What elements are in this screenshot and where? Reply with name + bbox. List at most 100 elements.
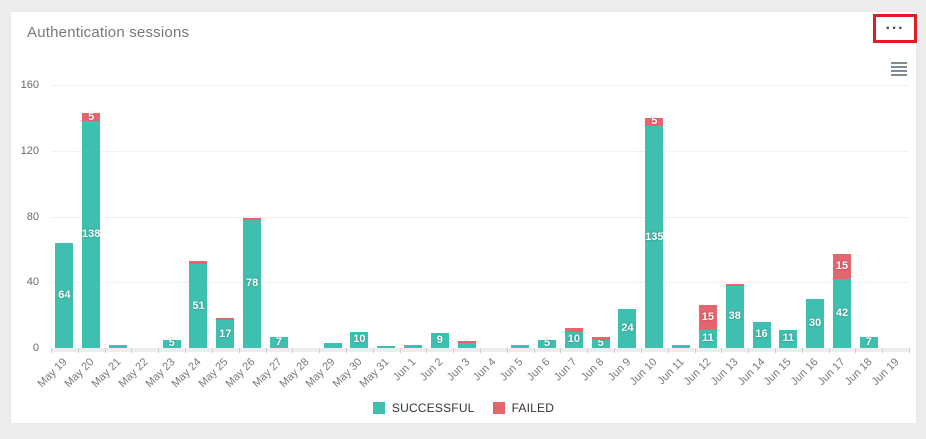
authentication-sessions-card: Authentication sessions ··· 0 40 80 120 160 … [10, 11, 917, 424]
y-tick-label: 160 [20, 79, 39, 91]
bar-segment-failed[interactable] [457, 341, 476, 344]
bar-value-label: 5 [597, 337, 604, 350]
bar-value-label: 10 [353, 333, 366, 346]
x-tick [77, 348, 79, 353]
bar-segment-failed[interactable]: 15 [832, 254, 851, 279]
x-tick [801, 348, 803, 353]
bar-segment-successful[interactable]: 51 [189, 264, 208, 348]
x-tick [882, 348, 884, 353]
legend-item-failed[interactable]: FAILED [492, 401, 555, 415]
bar-segment-successful[interactable]: 9 [430, 333, 449, 348]
x-tick [426, 348, 428, 353]
y-tick-label: 40 [26, 276, 39, 289]
bar-segment-successful[interactable]: 10 [564, 331, 583, 348]
chart-menu-icon[interactable] [891, 62, 907, 78]
y-tick-label: 80 [26, 210, 39, 223]
bar-value-label: 16 [755, 328, 768, 341]
bar-segment-successful[interactable] [403, 344, 422, 348]
x-tick [506, 348, 508, 353]
bar-segment-successful[interactable]: 17 [216, 320, 235, 348]
bar-segment-successful[interactable] [511, 344, 530, 348]
x-tick [640, 348, 642, 353]
bar-segment-successful[interactable] [109, 344, 128, 348]
bar-value-label: 5 [168, 337, 175, 350]
x-tick [399, 348, 401, 353]
bar-value-label: 15 [701, 311, 715, 324]
bar-segment-successful[interactable]: 30 [806, 298, 825, 348]
bar-segment-successful[interactable]: 7 [859, 336, 878, 348]
bar-segment-successful[interactable]: 135 [645, 126, 663, 348]
bar-segment-successful[interactable]: 64 [55, 242, 74, 348]
plot: 64 May 19 138 5 May 20 May 21 May 22 5 May 23 51 M… [36, 75, 910, 390]
more-options-button[interactable]: ··· [876, 17, 914, 40]
x-tick [158, 348, 160, 353]
bar-segment-successful[interactable] [323, 343, 342, 348]
card-title: Authentication sessions [27, 24, 190, 41]
x-tick [748, 348, 750, 353]
bar-segment-successful[interactable]: 5 [162, 337, 181, 350]
legend-label: SUCCESSFUL [391, 401, 475, 415]
gridline [51, 282, 909, 284]
bar-value-label: 11 [782, 332, 795, 345]
bar-value-label: 30 [809, 316, 822, 329]
legend-item-successful[interactable]: SUCCESSFUL [372, 401, 475, 415]
bar-segment-successful[interactable] [457, 343, 476, 348]
bar-segment-successful[interactable]: 11 [698, 329, 717, 348]
x-tick [667, 348, 669, 353]
bar-segment-successful[interactable]: 138 [82, 121, 100, 348]
x-tick [104, 348, 106, 353]
gridline [51, 150, 909, 152]
x-tick [855, 348, 857, 353]
bar-segment-successful[interactable] [672, 344, 691, 348]
bar-segment-failed[interactable]: 5 [82, 110, 101, 123]
bar-value-label: 51 [192, 299, 205, 312]
bar-segment-failed[interactable]: 15 [698, 305, 717, 330]
x-tick [774, 348, 776, 353]
bar-segment-successful[interactable]: 78 [243, 219, 262, 348]
bar-segment-failed[interactable] [564, 328, 583, 332]
bar-value-label: 10 [567, 333, 580, 346]
bar-segment-failed[interactable] [591, 336, 610, 340]
x-tick [372, 348, 374, 353]
x-tick [560, 348, 562, 353]
bar-value-label: 11 [702, 332, 714, 345]
menu-line [891, 74, 907, 76]
bar-segment-failed[interactable] [725, 283, 744, 286]
y-tick-label: 0 [32, 342, 39, 354]
bar-segment-successful[interactable]: 5 [538, 337, 557, 350]
bar-segment-successful[interactable]: 16 [752, 321, 771, 348]
bar-value-label: 138 [82, 228, 101, 241]
bar-segment-failed[interactable] [189, 260, 208, 265]
bar-segment-successful[interactable]: 5 [591, 337, 610, 350]
bar-segment-successful[interactable]: 42 [832, 278, 851, 348]
menu-line [891, 62, 907, 64]
x-tick [51, 348, 52, 353]
bar-value-label: 64 [58, 288, 71, 301]
bar-value-label: 5 [543, 337, 551, 350]
bar-segment-failed[interactable] [216, 318, 235, 321]
x-tick [345, 348, 347, 353]
x-tick [909, 348, 910, 353]
x-tick [319, 348, 321, 353]
bar-segment-successful[interactable]: 11 [779, 329, 798, 348]
bar-segment-successful[interactable] [377, 346, 396, 348]
x-tick [265, 348, 267, 353]
x-tick [533, 348, 535, 353]
bar-segment-successful[interactable]: 7 [269, 336, 288, 348]
bar-value-label: 5 [651, 115, 658, 128]
x-tick [211, 348, 213, 353]
bar-segment-successful[interactable]: 10 [350, 331, 369, 348]
chart-legend: SUCCESSFUL FAILED [11, 401, 916, 415]
bar-value-label: 5 [88, 110, 95, 123]
bar-value-label: 17 [219, 327, 232, 340]
x-tick [480, 348, 481, 353]
click-annotation-highlight: ··· [873, 14, 917, 43]
legend-swatch [492, 402, 505, 414]
x-tick [614, 348, 616, 353]
bar-segment-failed[interactable]: 5 [645, 115, 664, 128]
bar-value-label: 78 [245, 277, 259, 290]
bar-segment-failed[interactable] [243, 218, 262, 220]
bar-segment-successful[interactable]: 24 [618, 308, 637, 348]
y-tick-label: 120 [20, 144, 39, 157]
bar-segment-successful[interactable]: 38 [725, 285, 744, 348]
